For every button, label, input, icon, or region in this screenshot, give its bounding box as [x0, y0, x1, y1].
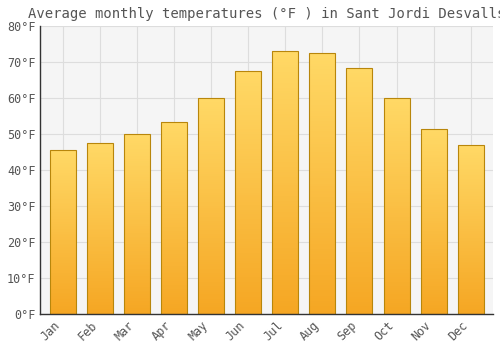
Bar	[124, 134, 150, 314]
Bar	[198, 98, 224, 314]
Bar	[235, 71, 261, 314]
Bar	[161, 121, 187, 314]
Bar	[384, 98, 409, 314]
Bar	[310, 53, 336, 314]
Bar	[50, 150, 76, 314]
Bar	[458, 145, 484, 314]
Bar	[346, 68, 372, 314]
Title: Average monthly temperatures (°F ) in Sant Jordi Desvalls: Average monthly temperatures (°F ) in Sa…	[28, 7, 500, 21]
Bar	[272, 51, 298, 314]
Bar	[420, 129, 446, 314]
Bar	[86, 143, 113, 314]
